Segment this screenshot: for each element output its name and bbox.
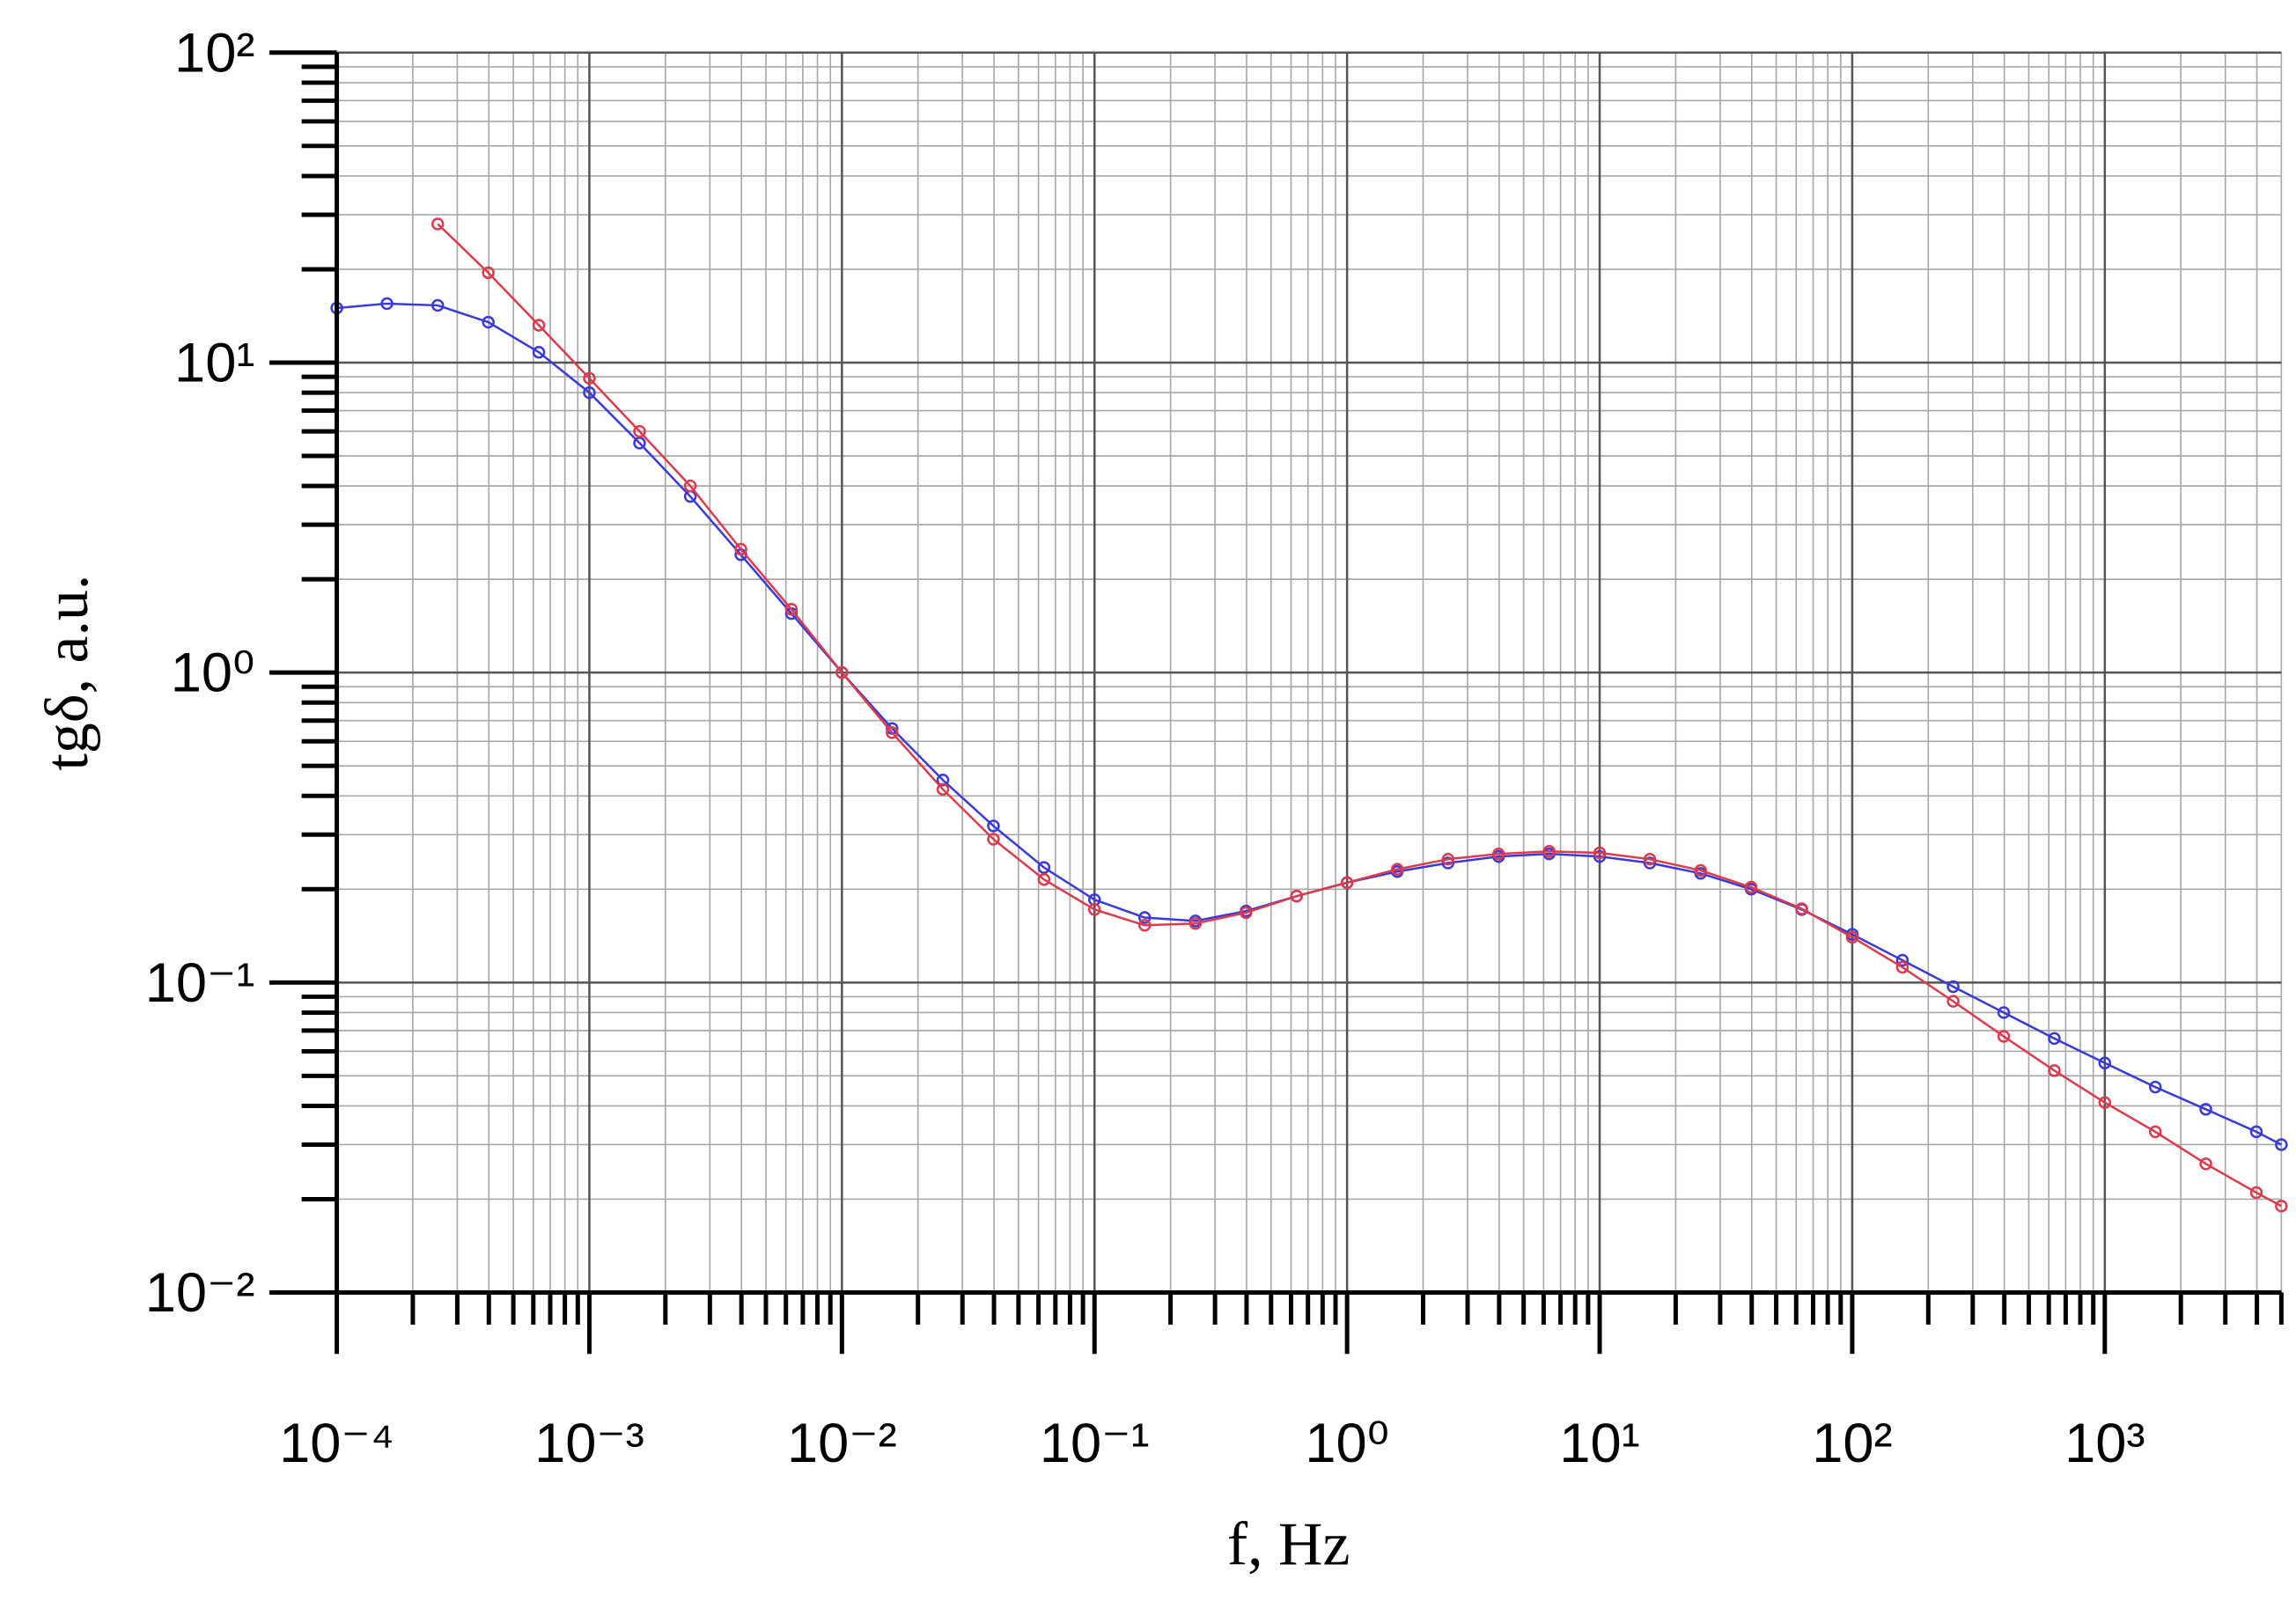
axes: 10⁻⁴ 10⁻³ 10⁻² 10⁻¹ 10⁰ 10¹ 10² 10³ 10⁻² 10⁻¹ 10⁰ 1… [145,22,2284,1474]
x-tick-label: 10¹ [1559,1413,1639,1474]
data-point [2148,1125,2162,1139]
data-point [1593,846,1607,860]
data-point [1340,876,1354,890]
x-tick-label: 10⁻² [787,1413,897,1474]
data-point [1744,880,1758,894]
plot [330,217,2288,1213]
grid [335,51,2283,1294]
data-point [936,774,950,787]
data-point [1643,856,1657,870]
data-point [1946,980,1960,994]
data-point [1795,902,1808,915]
series-line [336,302,2282,1146]
data-point [633,424,646,438]
data-point [1895,960,1910,974]
data-point [2048,1032,2061,1046]
data-point [430,298,445,312]
data-point [1390,863,1404,876]
data-point [1643,852,1657,866]
data-point [2199,1157,2212,1171]
data-point [380,297,394,311]
data-point [532,319,546,332]
x-tick-label: 10⁻³ [534,1413,644,1474]
data-point [2275,1200,2288,1213]
data-point [2148,1080,2162,1094]
x-tick-label: 10² [1812,1413,1892,1474]
data-point [2048,1064,2061,1077]
data-point [2098,1096,2112,1109]
data-point [2275,1138,2288,1151]
data-point [583,386,596,400]
data-point [1946,995,1960,1008]
data-point [835,665,849,679]
x-axis-title: f, Hz [1227,1511,1350,1579]
data-point [936,782,950,797]
data-point [1492,847,1505,861]
y-tick-label: 10¹ [174,333,254,394]
data-point [987,819,1000,833]
data-point [1138,911,1152,924]
data-point [482,315,495,329]
data-point [1088,903,1101,916]
data-point [1037,873,1051,886]
data-point [987,833,1000,846]
data-point [1997,1006,2011,1019]
data-point [1037,861,1051,874]
data-point [532,345,546,359]
data-point [2249,1125,2263,1139]
x-tick-label: 10⁻⁴ [279,1413,394,1474]
data-point [1542,845,1556,858]
data-point [2249,1186,2263,1200]
data-point [1290,889,1304,903]
data-point [734,542,747,556]
y-tick-label: 10⁰ [171,643,255,704]
x-tick-label: 10⁻¹ [1040,1413,1150,1474]
data-point [1188,917,1203,930]
data-point [1895,953,1910,967]
x-tick-label: 10³ [2064,1413,2145,1474]
data-point [886,726,899,739]
y-tick-label: 10⁻² [145,1262,255,1324]
y-tick-label: 10² [174,22,254,84]
data-point [1845,930,1859,944]
data-point [633,437,646,450]
data-point [1441,856,1455,870]
data-point [2098,1056,2112,1069]
series-line [437,223,2282,1208]
data-point [1138,919,1152,932]
data-point [1593,849,1607,863]
data-point [1441,852,1455,866]
data-point [1240,906,1253,920]
data-point [430,217,445,231]
data-point [2199,1103,2212,1116]
data-point [1694,863,1707,878]
data-point [784,603,798,616]
data-point [683,479,697,493]
y-tick-label: 10⁻¹ [145,952,255,1014]
x-tick-label: 10⁰ [1305,1413,1389,1474]
y-axis-title: tgδ, a.u. [33,575,101,771]
data-point [1997,1030,2011,1043]
data-point [583,371,596,386]
data-point [482,266,495,280]
